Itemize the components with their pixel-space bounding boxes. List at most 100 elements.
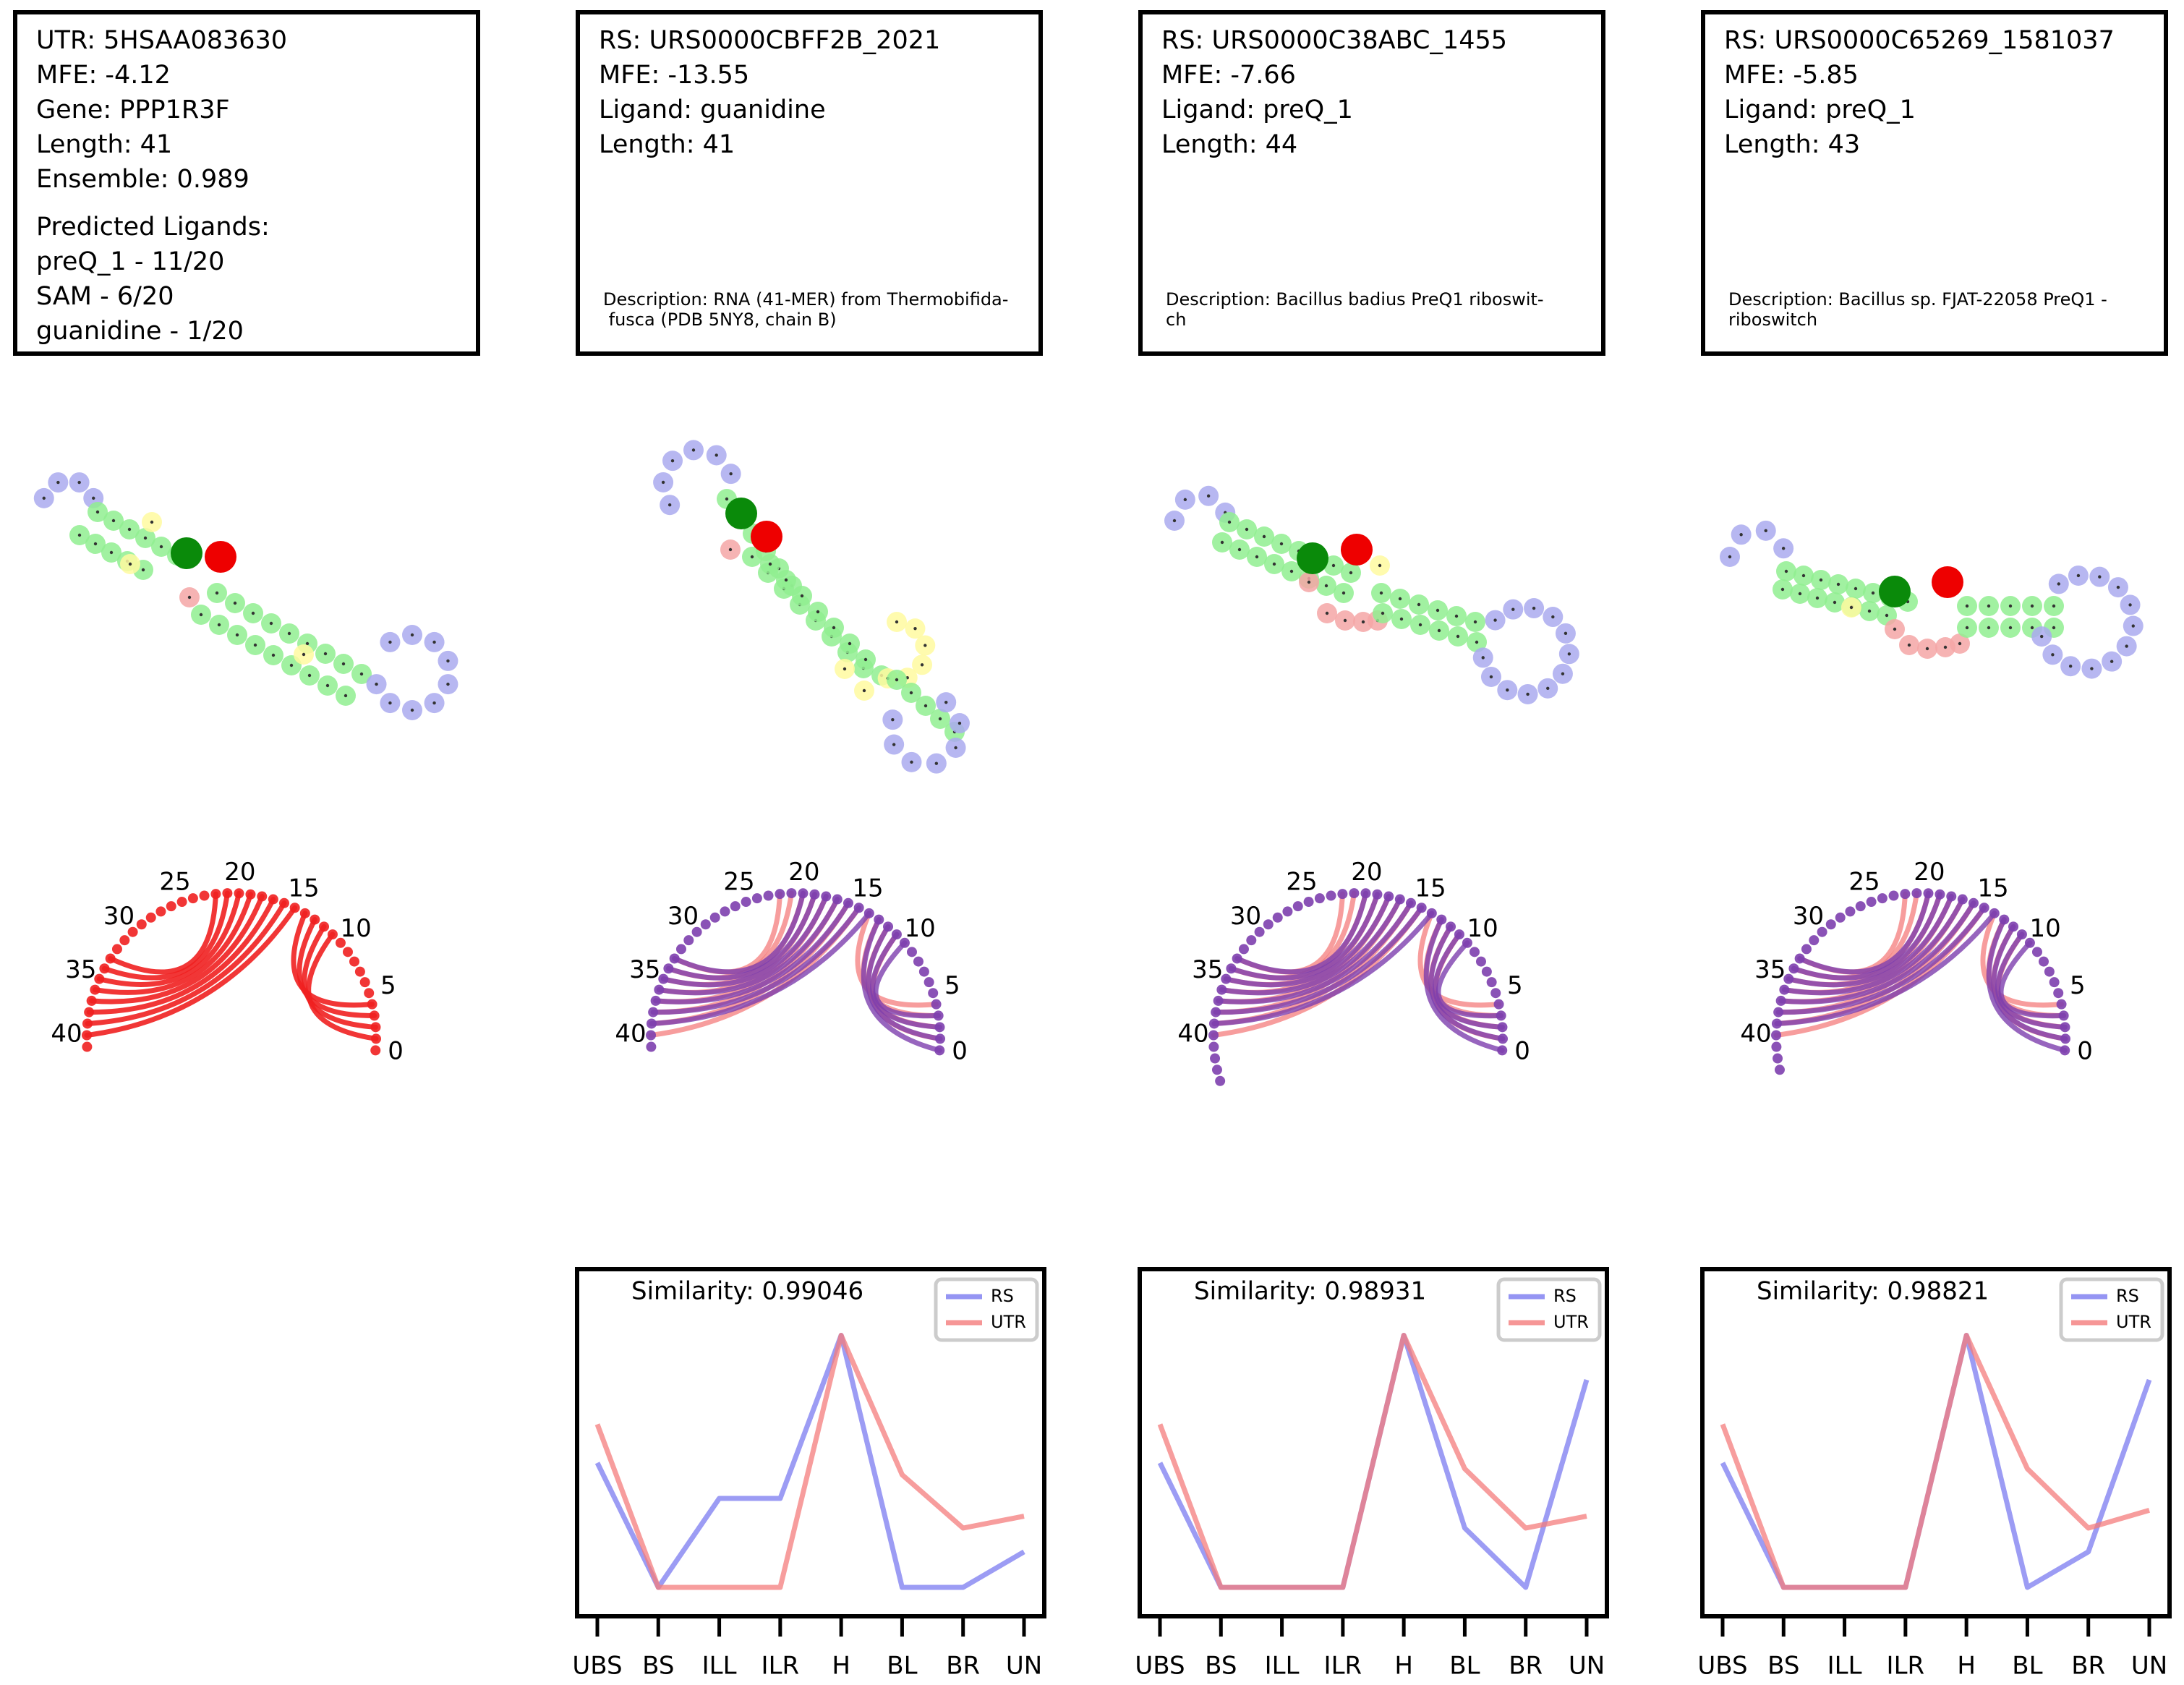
nucleotide-letter-dot xyxy=(944,700,948,704)
card-line: Length: 41 xyxy=(36,130,173,159)
nucleotide-letter-dot xyxy=(938,717,942,721)
nucleotide-letter-dot xyxy=(1220,540,1224,545)
nucleotide-letter-dot xyxy=(141,568,145,572)
nucleotide-letter-dot xyxy=(1245,527,1249,532)
arc-node xyxy=(166,901,176,912)
nucleotide-letter-dot xyxy=(2090,667,2094,670)
nucleotide-letter-dot xyxy=(388,640,392,644)
nucleotide-letter-dot xyxy=(715,453,718,457)
nucleotide-letter-dot xyxy=(1398,597,1402,601)
arc-node xyxy=(1935,889,1945,900)
nucleotide-letter-dot xyxy=(2076,573,2081,578)
arc-node xyxy=(1215,1075,1226,1086)
arc-node xyxy=(1481,966,1492,977)
arc-node xyxy=(289,903,300,913)
arc-node xyxy=(1900,889,1911,900)
arc-node xyxy=(1774,1065,1785,1075)
arc-tick-label: 20 xyxy=(1351,858,1382,887)
chart-title: Similarity: 0.99046 xyxy=(631,1277,863,1306)
base-pair-arc xyxy=(1797,890,1931,975)
arc-node xyxy=(1497,1033,1508,1044)
nucleotide-letter-dot xyxy=(325,683,330,688)
arc-tick-label: 25 xyxy=(1286,867,1317,896)
base-pair-arc xyxy=(1213,905,1425,1015)
nucleotide-letter-dot xyxy=(77,533,82,537)
arc-node xyxy=(1216,984,1227,995)
nucleotide-letter-dot xyxy=(1885,613,1889,618)
arc-node xyxy=(933,1010,944,1021)
x-tick-label: ILR xyxy=(1324,1652,1362,1681)
nucleotide-letter-dot xyxy=(1454,614,1459,618)
arc-node xyxy=(1801,944,1812,955)
arc-node xyxy=(1246,935,1257,946)
arc-node xyxy=(1211,1065,1222,1075)
base-pair-arc xyxy=(1228,892,1380,981)
x-tick-label: BR xyxy=(2071,1652,2105,1681)
arc-tick-label: 25 xyxy=(723,867,754,896)
nucleotide-letter-dot xyxy=(1331,563,1336,568)
nucleotide-letter-dot xyxy=(235,633,239,637)
nucleotide-letter-dot xyxy=(1489,675,1493,679)
arc-node xyxy=(1999,914,2010,925)
nucleotide-letter-dot xyxy=(1511,607,1515,611)
nucleotide-letter-dot xyxy=(862,688,866,693)
arc-node xyxy=(1496,1010,1506,1021)
nucleotide-letter-dot xyxy=(302,652,306,657)
series-line-utr xyxy=(1157,1333,1587,1590)
nucleotide-letter-dot xyxy=(2008,604,2013,608)
arc-node xyxy=(364,988,375,999)
x-tick-label: BR xyxy=(1509,1652,1543,1681)
arc-node xyxy=(1493,999,1504,1010)
nucleotide-letter-dot xyxy=(233,601,237,605)
arc-node xyxy=(370,1033,381,1044)
card-line: UTR: 5HSAA083630 xyxy=(36,26,288,55)
x-tick-label: ILL xyxy=(702,1652,737,1681)
arc-node xyxy=(1210,1053,1221,1064)
nucleotide-letter-dot xyxy=(1781,547,1786,550)
end-marker xyxy=(205,541,236,573)
base-pair-arc xyxy=(650,905,862,1015)
nucleotide-letter-dot xyxy=(2008,626,2013,630)
nucleotide-letter-dot xyxy=(271,653,276,657)
nucleotide-letter-dot xyxy=(1526,692,1530,696)
arc-node xyxy=(1254,926,1265,937)
arc-node xyxy=(809,889,820,900)
arc-node xyxy=(1877,893,1887,904)
arc-node xyxy=(899,937,910,948)
nucleotide-letter-dot xyxy=(1399,617,1404,621)
arc-node xyxy=(1809,935,1820,946)
arc-node xyxy=(913,956,923,967)
arc-node xyxy=(349,956,359,967)
base-pair-arc xyxy=(873,940,942,1019)
arc-node xyxy=(2024,937,2035,948)
arc-node xyxy=(1436,914,1447,925)
nucleotide-letter-dot xyxy=(1728,555,1732,559)
nucleotide-letter-dot xyxy=(1437,628,1441,633)
arc-node xyxy=(1779,984,1790,995)
arc-node xyxy=(1383,891,1394,902)
arc-node xyxy=(730,901,741,912)
nucleotide-letter-dot xyxy=(2131,624,2135,628)
nucleotide-letter-dot xyxy=(1172,519,1177,523)
arc-tick-label: 25 xyxy=(159,867,190,896)
base-pair-arc xyxy=(1986,917,2068,1053)
end-marker xyxy=(1932,566,1963,598)
nucleotide-letter-dot xyxy=(1324,584,1328,588)
nucleotide-letter-dot xyxy=(1815,596,1820,600)
arc-node xyxy=(1866,897,1877,908)
arc-node xyxy=(1794,953,1805,964)
nucleotide-letter-dot xyxy=(1739,533,1743,537)
base-pair-arc xyxy=(672,890,806,975)
arc-node xyxy=(136,919,147,930)
nucleotide-letter-dot xyxy=(1854,586,1858,591)
arc-node xyxy=(1845,906,1856,917)
arc-node xyxy=(1303,897,1314,908)
nucleotide-letter-dot xyxy=(863,657,868,662)
start-marker xyxy=(725,498,757,529)
nucleotide-letter-dot xyxy=(1307,580,1311,584)
nucleotide-letter-dot xyxy=(1417,602,1421,607)
arc-node xyxy=(663,963,674,974)
arc-node xyxy=(1888,890,1899,901)
nucleotide-letter-dot xyxy=(77,480,81,485)
